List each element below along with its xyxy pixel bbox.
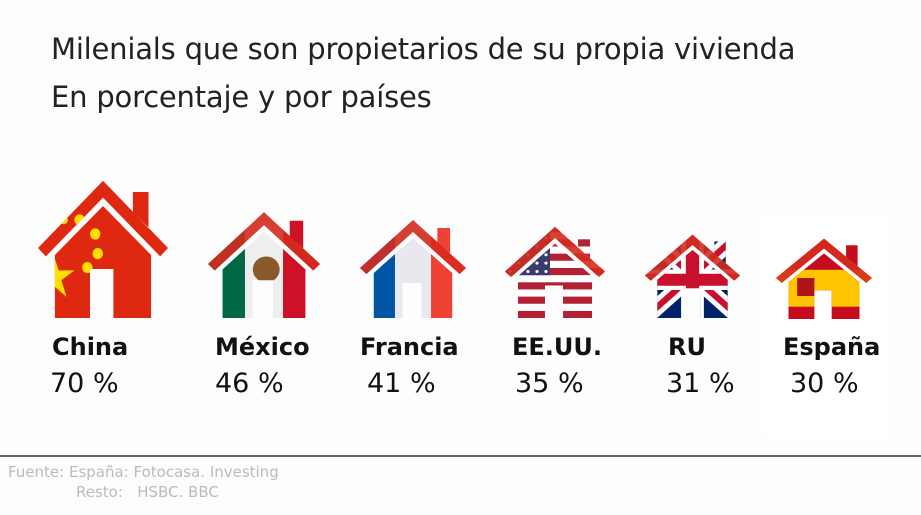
source-line-2: Resto: HSBC. BBC <box>76 483 219 501</box>
spain-highlight-box <box>762 214 890 438</box>
category-label: China <box>52 333 129 361</box>
category-label: RU <box>668 333 706 361</box>
category-label: México <box>215 333 310 361</box>
source-line-1: Fuente: España: Fotocasa. Investing <box>8 463 279 481</box>
chart-subtitle: En porcentaje y por países <box>51 80 432 114</box>
chart-title: Milenials que son propietarios de su pro… <box>51 32 796 66</box>
house-china-flag-icon <box>38 178 168 318</box>
category-label: Francia <box>360 333 459 361</box>
category-label: EE.UU. <box>512 333 602 361</box>
house-mexico-flag-icon <box>208 210 320 318</box>
value-label: 46 % <box>215 368 284 399</box>
category-label: España <box>783 333 881 361</box>
value-label: 41 % <box>367 368 436 399</box>
divider <box>0 455 921 457</box>
house-spain-flag-icon <box>776 237 872 319</box>
house-france-flag-icon <box>360 218 466 318</box>
value-label: 35 % <box>515 368 584 399</box>
house-uk-flag-icon <box>645 233 740 318</box>
value-label: 31 % <box>666 368 735 399</box>
house-usa-flag-icon <box>505 225 605 318</box>
value-label: 70 % <box>50 368 119 399</box>
value-label: 30 % <box>790 368 859 399</box>
